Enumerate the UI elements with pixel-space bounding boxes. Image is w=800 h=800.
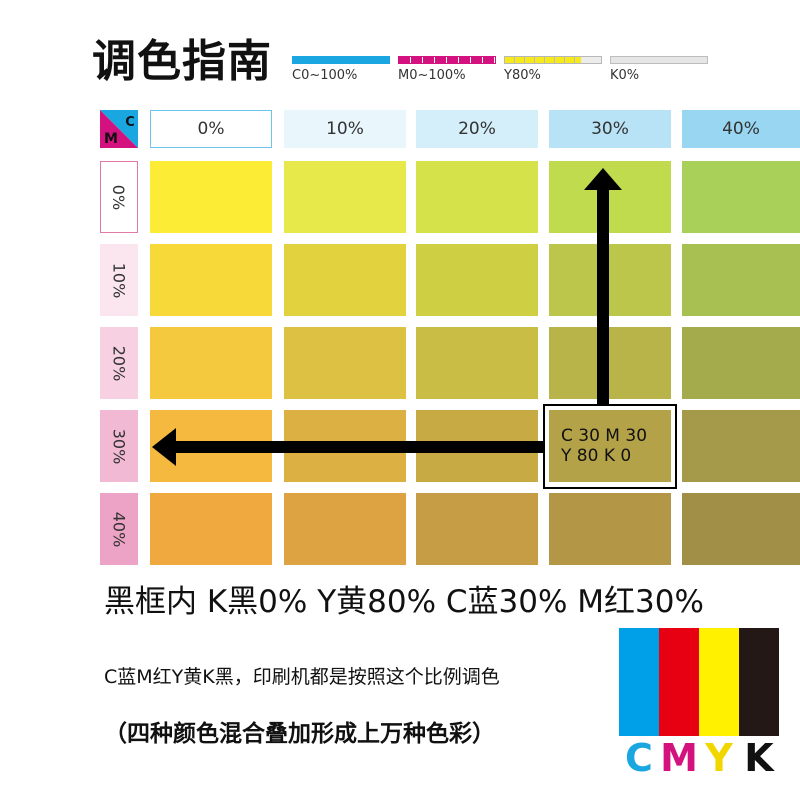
corner-m-label: M xyxy=(104,131,118,147)
legend-bar-k xyxy=(610,56,708,64)
swatch-m0-c40 xyxy=(682,161,800,233)
swatch-m0-c30 xyxy=(549,161,671,233)
cmyk-bar-c xyxy=(619,628,659,736)
swatch-m10-c0 xyxy=(150,244,272,316)
row-header-20: 20% xyxy=(100,327,138,399)
legend-label-m: M0~100% xyxy=(398,68,466,83)
swatch-grid xyxy=(150,161,800,565)
horizontal-arrow-shaft xyxy=(174,441,544,453)
arrow-left-icon xyxy=(152,428,176,466)
column-header-40: 40% xyxy=(682,110,800,148)
cmyk-letter-k: K xyxy=(744,736,774,780)
cmyk-bar-m xyxy=(659,628,699,736)
legend-item-m: M0~100% xyxy=(398,56,496,83)
column-header-10: 10% xyxy=(284,110,406,148)
legend: C0~100% M0~100% Y80% K0% xyxy=(292,56,712,90)
swatch-m30-c40 xyxy=(682,410,800,482)
swatch-m0-c10 xyxy=(284,161,406,233)
swatch-m40-c20 xyxy=(416,493,538,565)
row-header-30: 30% xyxy=(100,410,138,482)
legend-bar-c xyxy=(292,56,390,64)
arrow-up-icon xyxy=(584,168,622,190)
cmyk-letter-y: Y xyxy=(705,736,733,780)
swatch-m40-c40 xyxy=(682,493,800,565)
swatch-m0-c0 xyxy=(150,161,272,233)
column-header-30: 30% xyxy=(549,110,671,148)
swatch-m20-c10 xyxy=(284,327,406,399)
vertical-arrow-shaft xyxy=(597,186,609,404)
cm-corner-icon: C M xyxy=(100,110,138,148)
swatch-m20-c0 xyxy=(150,327,272,399)
highlight-callout: C 30 M 30 Y 80 K 0 xyxy=(543,404,677,489)
note-mixing: （四种颜色混合叠加形成上万种色彩） xyxy=(104,721,495,747)
swatch-m40-c0 xyxy=(150,493,272,565)
swatch-m20-c20 xyxy=(416,327,538,399)
legend-bar-y xyxy=(504,56,602,64)
summary-text: 黑框内 K黑0% Y黄80% C蓝30% M红30% xyxy=(104,584,704,620)
column-header-0: 0% xyxy=(150,110,272,148)
swatch-m0-c20 xyxy=(416,161,538,233)
cmyk-bar-k xyxy=(739,628,779,736)
swatch-m10-c10 xyxy=(284,244,406,316)
legend-item-y: Y80% xyxy=(504,56,602,83)
row-header-40: 40% xyxy=(100,493,138,565)
swatch-m10-c30 xyxy=(549,244,671,316)
swatch-m10-c20 xyxy=(416,244,538,316)
legend-label-y: Y80% xyxy=(504,68,541,83)
callout-line-2: Y 80 K 0 xyxy=(561,446,632,466)
row-header-0: 0% xyxy=(100,161,138,233)
swatch-m10-c40 xyxy=(682,244,800,316)
note-printing: C蓝M红Y黄K黑，印刷机都是按照这个比例调色 xyxy=(104,666,500,688)
legend-label-k: K0% xyxy=(610,68,640,83)
swatch-m40-c10 xyxy=(284,493,406,565)
legend-label-c: C0~100% xyxy=(292,68,358,83)
column-header-20: 20% xyxy=(416,110,538,148)
corner-c-label: C xyxy=(125,115,135,130)
legend-bar-m xyxy=(398,56,496,64)
swatch-m30-c30 xyxy=(549,410,671,482)
swatch-m20-c40 xyxy=(682,327,800,399)
legend-item-k: K0% xyxy=(610,56,708,83)
swatch-m40-c30 xyxy=(549,493,671,565)
swatch-m20-c30 xyxy=(549,327,671,399)
page-title: 调色指南 xyxy=(92,36,272,87)
legend-item-c: C0~100% xyxy=(292,56,390,83)
cmyk-letter-m: M xyxy=(660,736,698,780)
cmyk-letter-c: C xyxy=(625,736,653,780)
cmyk-bar-y xyxy=(699,628,739,736)
row-header-10: 10% xyxy=(100,244,138,316)
callout-line-1: C 30 M 30 xyxy=(561,426,648,446)
